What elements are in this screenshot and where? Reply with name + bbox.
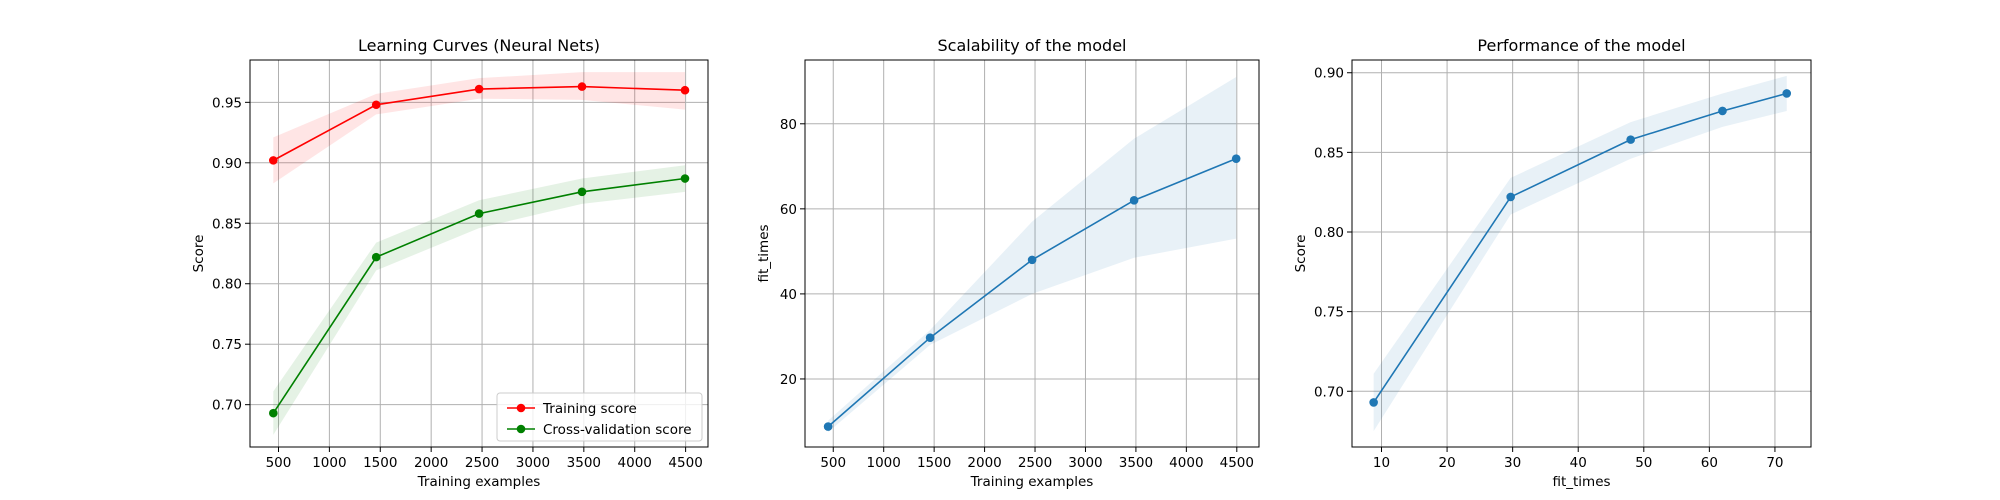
data-point (680, 85, 690, 95)
x-axis-label: Training examples (970, 474, 1094, 490)
x-tick-label: 20 (1438, 455, 1455, 471)
y-tick-label: 40 (780, 287, 797, 303)
series-band-1 (273, 72, 685, 184)
data-point (1718, 106, 1727, 116)
x-tick-label: 500 (820, 455, 846, 471)
y-tick-label: 0.95 (212, 95, 242, 111)
data-point (371, 252, 381, 262)
x-tick-label: 50 (1635, 455, 1652, 471)
y-tick-label: 60 (780, 202, 797, 218)
legend-box (496, 392, 703, 442)
chart-panel-3: 10 20 30 40 50 60 70 0.70 0.75 0.80 0.85 0.90 Perfor… (1293, 36, 1812, 490)
data-point (577, 187, 587, 197)
x-tick-label: 2000 (414, 455, 448, 471)
x-tick-label: 4500 (668, 455, 702, 471)
x-axis-label: fit_times (1552, 474, 1610, 490)
chart-title: Performance of the model (1477, 36, 1685, 55)
series-band-2 (273, 165, 685, 435)
x-tick-label: 3000 (516, 455, 550, 471)
data-point (680, 174, 690, 183)
x-tick-label: 60 (1701, 455, 1718, 471)
chart-panel-2: 500 1000 1500 2000 2500 3000 3500 4000 4500 20 40 6… (756, 36, 1260, 490)
data-point (1782, 89, 1792, 98)
data-point (474, 209, 484, 218)
series-band-1 (828, 77, 1237, 433)
legend-label-2: Cross-validation score (543, 422, 692, 438)
series-line-1 (1372, 92, 1787, 403)
axes-frame (804, 59, 1260, 448)
y-tick-label: 0.75 (212, 337, 242, 353)
data-point (1129, 196, 1139, 205)
axes-frame (1351, 59, 1812, 448)
data-point (269, 156, 278, 165)
legend: Training score Cross-validation score (496, 392, 703, 442)
x-tick-label: 4500 (1220, 455, 1254, 471)
x-tick-label: 1000 (312, 455, 346, 471)
x-tick-label: 30 (1504, 455, 1521, 471)
y-tick-label: 0.80 (212, 277, 242, 293)
axes-frame (249, 59, 709, 448)
y-tick-label: 0.90 (1314, 66, 1344, 82)
y-tick-label: 0.85 (1314, 145, 1344, 161)
y-tick-label: 20 (780, 372, 797, 388)
x-axis-label: Training examples (417, 474, 541, 490)
y-tick-label: 0.70 (212, 398, 242, 414)
chart-title: Scalability of the model (938, 36, 1127, 55)
x-tick-label: 4000 (1169, 455, 1203, 471)
x-tick-label: 40 (1570, 455, 1587, 471)
legend-marker-1 (516, 403, 526, 413)
y-tick-label: 0.85 (212, 216, 242, 232)
x-tick-label: 10 (1373, 455, 1390, 471)
data-point (1027, 255, 1037, 265)
legend-label-1: Training score (542, 401, 637, 417)
data-point (371, 100, 381, 110)
x-tick-label: 2500 (465, 455, 499, 471)
x-tick-label: 70 (1766, 455, 1783, 471)
legend-marker-2 (516, 424, 526, 434)
y-tick-label: 80 (780, 117, 797, 133)
y-axis-label: Score (191, 235, 207, 273)
data-point (269, 408, 278, 418)
data-point (1626, 135, 1635, 144)
x-tick-label: 2500 (1018, 455, 1052, 471)
x-tick-label: 1000 (867, 455, 901, 471)
y-tick-label: 0.75 (1314, 305, 1344, 321)
x-tick-label: 1500 (917, 455, 951, 471)
chart-panel-1: 500 1000 1500 2000 2500 3000 3500 4000 4500 0.70 0… (191, 36, 709, 490)
data-point (823, 422, 833, 431)
data-point (1506, 192, 1515, 202)
y-axis-label: Score (1293, 235, 1309, 273)
data-point (577, 82, 587, 91)
y-tick-label: 0.80 (1314, 225, 1344, 241)
data-point (925, 333, 935, 343)
x-tick-label: 500 (266, 455, 292, 471)
x-tick-label: 1500 (363, 455, 397, 471)
chart-title: Learning Curves (Neural Nets) (358, 36, 600, 55)
x-tick-label: 3500 (567, 455, 601, 471)
data-point (1231, 154, 1241, 163)
data-point (1369, 398, 1378, 407)
x-tick-label: 2000 (967, 455, 1001, 471)
data-point (474, 84, 484, 94)
x-tick-label: 4000 (618, 455, 652, 471)
y-tick-label: 0.90 (212, 156, 242, 172)
series-band-1 (1373, 75, 1787, 432)
x-tick-label: 3000 (1068, 455, 1102, 471)
y-tick-label: 0.70 (1314, 384, 1344, 400)
y-axis-label: fit_times (756, 224, 772, 282)
x-tick-label: 3500 (1119, 455, 1153, 471)
